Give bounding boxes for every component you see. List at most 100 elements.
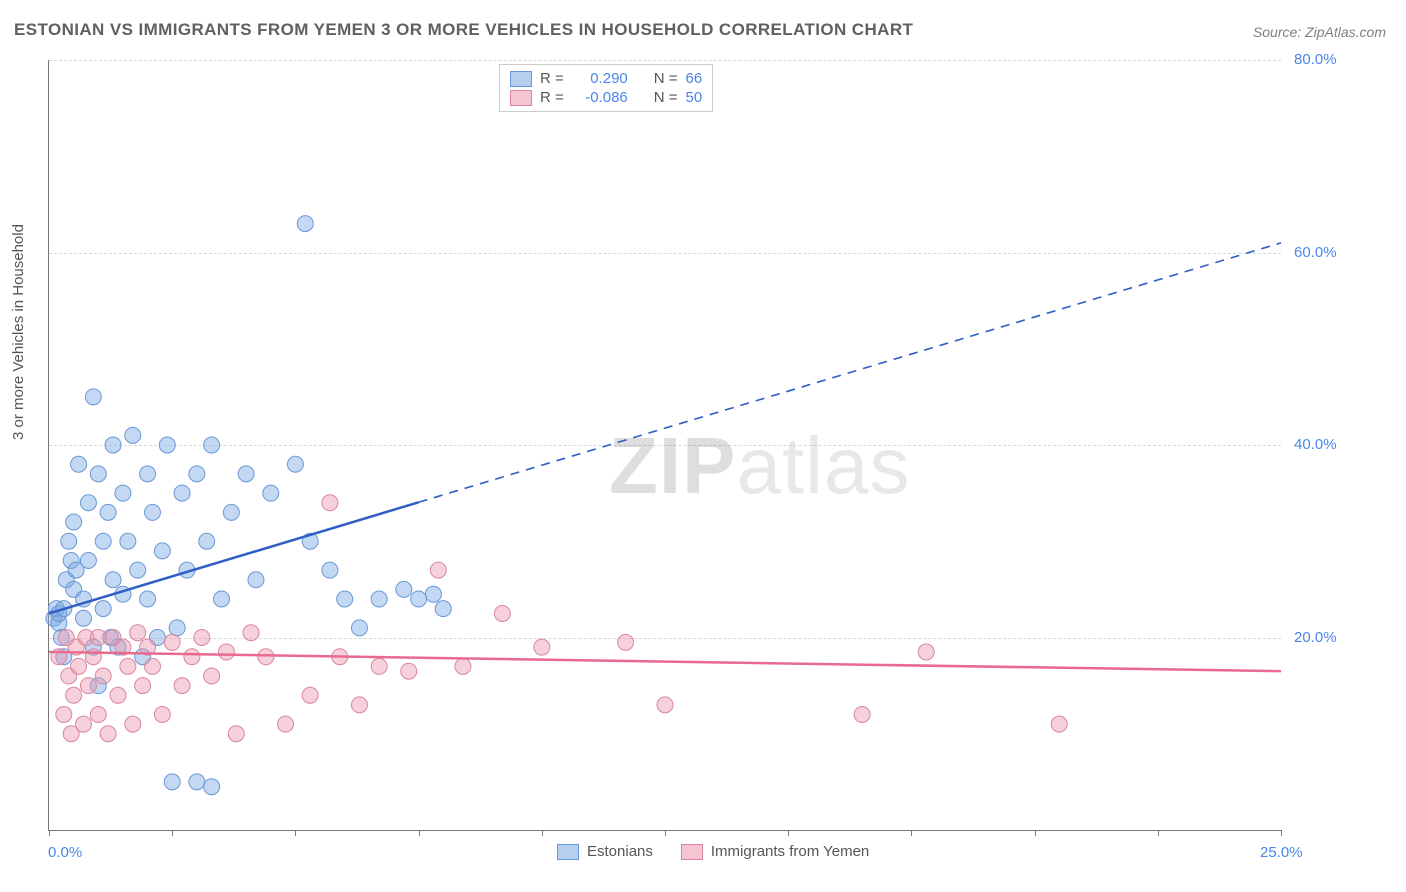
data-point bbox=[140, 466, 156, 482]
data-point bbox=[80, 678, 96, 694]
plot-area: R = 0.290 N = 66 R = -0.086 N = 50 ZIPat… bbox=[48, 60, 1281, 831]
y-tick-label: 80.0% bbox=[1294, 51, 1337, 68]
data-point bbox=[194, 630, 210, 646]
y-tick-label: 40.0% bbox=[1294, 436, 1337, 453]
data-point bbox=[411, 591, 427, 607]
x-minor-tick bbox=[542, 830, 543, 836]
swatch-pink-icon bbox=[681, 844, 703, 860]
legend-item-1: Estonians bbox=[557, 843, 653, 860]
data-point bbox=[322, 495, 338, 511]
data-point bbox=[85, 649, 101, 665]
data-point bbox=[120, 533, 136, 549]
data-point bbox=[80, 553, 96, 569]
data-point bbox=[100, 504, 116, 520]
x-minor-tick bbox=[911, 830, 912, 836]
data-point bbox=[455, 658, 471, 674]
data-point bbox=[435, 601, 451, 617]
x-minor-tick bbox=[665, 830, 666, 836]
data-point bbox=[351, 697, 367, 713]
data-point bbox=[302, 687, 318, 703]
data-point bbox=[297, 216, 313, 232]
data-point bbox=[248, 572, 264, 588]
legend-label-1: Estonians bbox=[587, 843, 653, 860]
x-minor-tick bbox=[49, 830, 50, 836]
data-point bbox=[204, 668, 220, 684]
data-point bbox=[71, 658, 87, 674]
data-point bbox=[61, 533, 77, 549]
data-point bbox=[213, 591, 229, 607]
data-point bbox=[618, 634, 634, 650]
data-point bbox=[75, 716, 91, 732]
data-point bbox=[396, 581, 412, 597]
data-point bbox=[110, 687, 126, 703]
x-minor-tick bbox=[419, 830, 420, 836]
data-point bbox=[534, 639, 550, 655]
data-point bbox=[95, 533, 111, 549]
data-point bbox=[243, 625, 259, 641]
y-tick-label: 20.0% bbox=[1294, 629, 1337, 646]
data-point bbox=[184, 649, 200, 665]
data-point bbox=[95, 601, 111, 617]
data-point bbox=[66, 514, 82, 530]
data-point bbox=[159, 437, 175, 453]
data-point bbox=[154, 543, 170, 559]
data-point bbox=[263, 485, 279, 501]
data-point bbox=[218, 644, 234, 660]
data-point bbox=[90, 466, 106, 482]
data-point bbox=[351, 620, 367, 636]
data-point bbox=[95, 668, 111, 684]
data-point bbox=[120, 658, 136, 674]
data-point bbox=[154, 707, 170, 723]
data-point bbox=[401, 663, 417, 679]
data-point bbox=[105, 572, 121, 588]
data-point bbox=[918, 644, 934, 660]
data-point bbox=[854, 707, 870, 723]
data-point bbox=[494, 605, 510, 621]
y-tick-label: 60.0% bbox=[1294, 244, 1337, 261]
data-point bbox=[430, 562, 446, 578]
scatter-svg bbox=[49, 60, 1281, 830]
data-point bbox=[204, 437, 220, 453]
data-point bbox=[199, 533, 215, 549]
data-point bbox=[657, 697, 673, 713]
data-point bbox=[258, 649, 274, 665]
data-point bbox=[278, 716, 294, 732]
data-point bbox=[66, 687, 82, 703]
data-point bbox=[228, 726, 244, 742]
y-axis-label: 3 or more Vehicles in Household bbox=[10, 224, 27, 440]
data-point bbox=[144, 504, 160, 520]
data-point bbox=[130, 625, 146, 641]
data-point bbox=[223, 504, 239, 520]
data-point bbox=[238, 466, 254, 482]
data-point bbox=[135, 678, 151, 694]
data-point bbox=[144, 658, 160, 674]
x-minor-tick bbox=[1035, 830, 1036, 836]
data-point bbox=[125, 716, 141, 732]
trendline-dashed bbox=[419, 243, 1281, 502]
x-minor-tick bbox=[172, 830, 173, 836]
data-point bbox=[189, 774, 205, 790]
x-minor-tick bbox=[295, 830, 296, 836]
data-point bbox=[80, 495, 96, 511]
data-point bbox=[85, 389, 101, 405]
chart-title: ESTONIAN VS IMMIGRANTS FROM YEMEN 3 OR M… bbox=[14, 20, 913, 40]
legend-item-2: Immigrants from Yemen bbox=[681, 843, 869, 860]
data-point bbox=[164, 774, 180, 790]
data-point bbox=[371, 658, 387, 674]
data-point bbox=[174, 485, 190, 501]
data-point bbox=[56, 707, 72, 723]
data-point bbox=[425, 586, 441, 602]
data-point bbox=[169, 620, 185, 636]
data-point bbox=[189, 466, 205, 482]
legend: Estonians Immigrants from Yemen bbox=[557, 843, 869, 860]
data-point bbox=[115, 485, 131, 501]
data-point bbox=[100, 726, 116, 742]
x-tick-label: 25.0% bbox=[1260, 844, 1303, 861]
data-point bbox=[140, 591, 156, 607]
x-tick-label: 0.0% bbox=[48, 844, 82, 861]
data-point bbox=[71, 456, 87, 472]
data-point bbox=[75, 610, 91, 626]
data-point bbox=[90, 630, 106, 646]
data-point bbox=[105, 437, 121, 453]
x-minor-tick bbox=[788, 830, 789, 836]
